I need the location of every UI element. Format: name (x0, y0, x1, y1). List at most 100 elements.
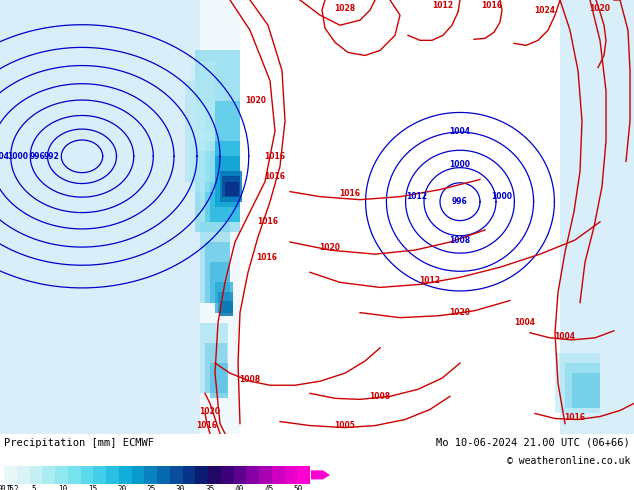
Bar (145, 466, 157, 484)
Bar (170, 466, 183, 484)
FancyArrow shape (311, 470, 330, 479)
Text: 5: 5 (31, 485, 36, 490)
Text: 40: 40 (235, 485, 244, 490)
Text: 1016: 1016 (339, 189, 361, 198)
Bar (272, 466, 285, 484)
Text: 1012: 1012 (432, 0, 453, 9)
Bar (81, 466, 93, 484)
Text: 25: 25 (146, 485, 156, 490)
Text: 996: 996 (30, 152, 46, 161)
Text: 1000: 1000 (491, 192, 512, 201)
Bar (93, 466, 106, 484)
Text: 1016: 1016 (481, 0, 503, 9)
Bar (565, 363, 600, 409)
Bar (195, 101, 215, 151)
Text: 1020: 1020 (450, 308, 470, 317)
Bar (210, 363, 228, 398)
Bar (68, 466, 81, 484)
Text: 1008: 1008 (370, 392, 391, 401)
Text: 15: 15 (87, 485, 97, 490)
Text: 1008: 1008 (450, 236, 470, 245)
Bar (555, 353, 600, 414)
Bar (205, 343, 227, 393)
Text: 2: 2 (13, 485, 18, 490)
Bar (195, 50, 240, 232)
Text: 1020: 1020 (200, 407, 221, 416)
Bar (285, 466, 297, 484)
Bar (106, 466, 119, 484)
Bar (205, 242, 230, 302)
Text: 1016: 1016 (264, 172, 285, 181)
Bar (55, 466, 68, 484)
Bar (157, 466, 170, 484)
Bar (221, 466, 233, 484)
Bar (0, 0, 200, 434)
Text: © weatheronline.co.uk: © weatheronline.co.uk (507, 456, 630, 466)
Bar (572, 373, 600, 409)
Text: 50: 50 (294, 485, 303, 490)
Text: 1016: 1016 (257, 218, 278, 226)
Bar (208, 466, 221, 484)
Bar (131, 466, 145, 484)
Text: Mo 10-06-2024 21.00 UTC (06+66): Mo 10-06-2024 21.00 UTC (06+66) (436, 438, 630, 448)
Bar (210, 262, 230, 302)
Text: 1016: 1016 (257, 253, 278, 262)
Text: 992: 992 (44, 152, 60, 161)
Bar (42, 466, 55, 484)
Text: 1008: 1008 (240, 375, 261, 384)
Bar (222, 176, 240, 196)
Text: 1004: 1004 (515, 318, 536, 327)
Text: 1012: 1012 (406, 192, 427, 201)
Bar (233, 466, 246, 484)
Bar (297, 466, 310, 484)
Bar (210, 141, 240, 222)
Text: 1016: 1016 (197, 421, 217, 430)
Bar (215, 282, 233, 313)
Bar (205, 101, 240, 222)
Text: 10: 10 (58, 485, 67, 490)
Bar (190, 60, 215, 141)
Bar (185, 81, 215, 181)
Bar (200, 323, 228, 393)
Bar (215, 156, 240, 207)
Text: Precipitation [mm] ECMWF: Precipitation [mm] ECMWF (4, 438, 154, 448)
Bar (190, 131, 215, 192)
Text: 1024: 1024 (534, 5, 555, 15)
Text: 1004: 1004 (555, 332, 576, 342)
Bar (30, 466, 42, 484)
Text: 1016: 1016 (264, 152, 285, 161)
Text: 1005: 1005 (335, 421, 356, 430)
Text: 35: 35 (205, 485, 214, 490)
Text: 1020: 1020 (320, 243, 340, 251)
Text: 0.1: 0.1 (0, 485, 11, 490)
Text: 1004: 1004 (450, 126, 470, 136)
Bar (225, 181, 239, 196)
Text: 1028: 1028 (335, 3, 356, 13)
Text: 45: 45 (264, 485, 273, 490)
Text: 1020: 1020 (245, 97, 266, 105)
Bar (220, 300, 233, 316)
Text: 20: 20 (117, 485, 126, 490)
Text: 1: 1 (8, 485, 12, 490)
Text: 1000: 1000 (450, 160, 470, 169)
Bar (220, 172, 242, 202)
Text: 0.5: 0.5 (0, 485, 14, 490)
Bar (16, 466, 30, 484)
Text: 1004: 1004 (0, 152, 9, 161)
Bar (195, 466, 208, 484)
Bar (119, 466, 131, 484)
Bar (246, 466, 259, 484)
Bar (4, 466, 16, 484)
Text: 1012: 1012 (420, 276, 441, 285)
Bar (259, 466, 272, 484)
Text: 1016: 1016 (564, 413, 586, 422)
Text: 30: 30 (176, 485, 185, 490)
Text: 1020: 1020 (590, 3, 611, 13)
Text: 996: 996 (452, 197, 468, 206)
Bar (183, 466, 195, 484)
Bar (218, 293, 233, 313)
Bar (560, 0, 634, 434)
Text: 1000: 1000 (7, 152, 29, 161)
Bar (0, 0, 240, 434)
Bar (200, 222, 230, 302)
